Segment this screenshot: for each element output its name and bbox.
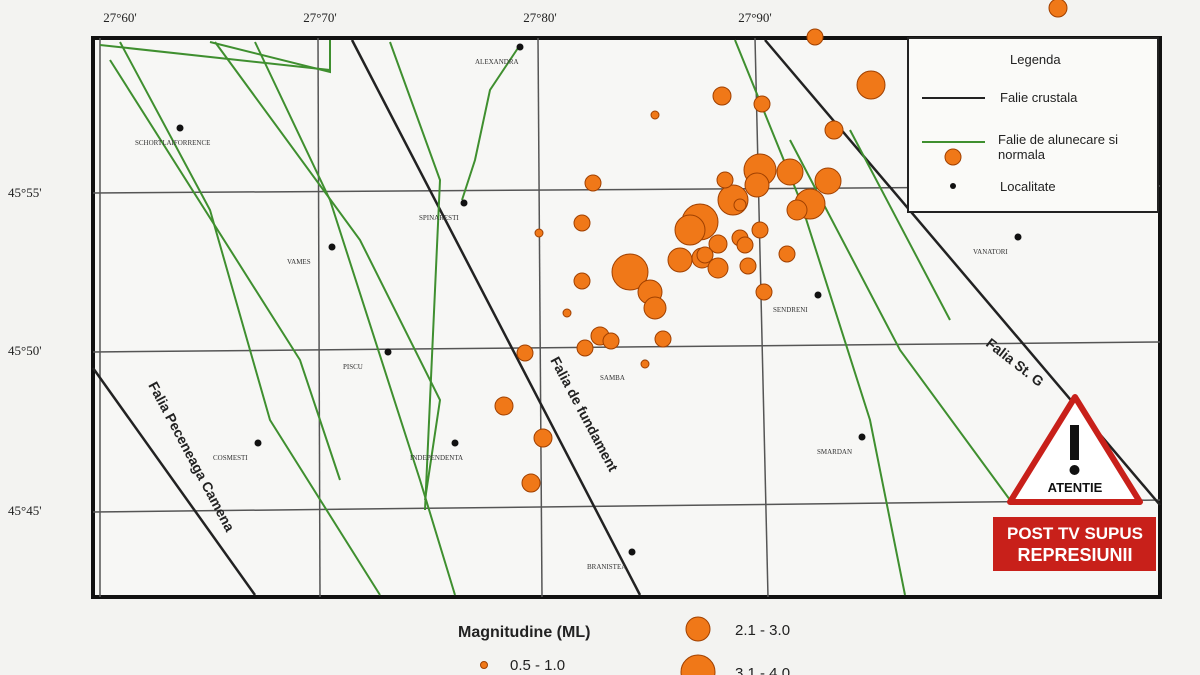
badge-warning: ATENTIE [1048,480,1103,495]
legend-item: Falie crustala [1000,90,1078,105]
earthquake [611,253,649,291]
earthquake [753,95,771,113]
earthquake [654,330,672,348]
earthquake [650,110,660,120]
lat-label: 45°50' [8,343,42,358]
lat-label: 45°55' [8,185,42,200]
earthquake [584,174,602,192]
legend-item: Localitate [1000,179,1056,194]
lon-label: 27°90' [738,10,772,25]
town-dot [460,199,468,207]
earthquake [744,172,770,198]
town-label: SCHORTLAIFORRENCE [135,139,210,147]
town-dot [1014,233,1022,241]
town-dot [451,439,459,447]
earthquake [778,245,796,263]
lon-label: 27°60' [103,10,137,25]
earthquake [755,283,773,301]
town-label: ALEXANDRA [475,58,519,66]
earthquake [674,214,706,246]
town-dot [516,43,524,51]
legend-box: Legenda Falie crustala Falie de alunecar… [907,37,1159,213]
earthquake [776,158,804,186]
mag-symbol [685,616,711,642]
earthquake [521,473,541,493]
earthquake [533,428,553,448]
earthquake [576,339,594,357]
town-dot [176,124,184,132]
lat-label: 45°45' [8,503,42,518]
town-dot [814,291,822,299]
earthquake [696,246,714,264]
earthquake [708,234,728,254]
earthquake [534,228,544,238]
earthquake [562,308,572,318]
town-label: BRANISTEA [587,563,626,571]
earthquake [716,171,734,189]
mag-class: 0.5 - 1.0 [510,657,565,674]
graticule [92,37,1161,598]
mag-symbol [480,661,488,669]
earthquake [806,28,824,46]
mag-class: 2.1 - 3.0 [735,622,790,639]
legend-item: Falie de alunecare si normala [998,132,1118,162]
normal-faults [99,39,1011,596]
town-dot [384,348,392,356]
earthquake [643,296,667,320]
earthquake [640,359,650,369]
legend-item-wrap: Falie de alunecare si normala [998,132,1118,162]
town-dot [254,439,262,447]
town-label: SENDRENI [773,306,808,314]
earthquake [573,272,591,290]
town-label: VANATORI [973,248,1008,256]
earthquake [824,120,844,140]
lon-label: 27°80' [523,10,557,25]
earthquake [707,257,729,279]
town-label: PISCU [343,363,363,371]
town-dot [328,243,336,251]
earthquake [751,221,769,239]
earthquake [733,198,747,212]
legend-title: Legenda [1010,52,1061,67]
magnitude-legend-title: Magnitudine (ML) [458,624,590,641]
earthquake [667,247,693,273]
earthquake [736,236,754,254]
town-label: SPINARESTI [419,214,459,222]
earthquake [856,70,886,100]
town-label: SMARDAN [817,448,852,456]
earthquake [814,167,842,195]
town-dot [628,548,636,556]
mag-class: 3.1 - 4.0 [735,665,790,675]
badge-line: REPRESIUNII [1017,545,1132,565]
earthquake [786,199,808,221]
earthquake [573,214,591,232]
earthquake [712,86,732,106]
town-label: VAMES [287,258,311,266]
town-label: COSMESTI [213,454,248,462]
earthquake [602,332,620,350]
town-label: INDEPENDENTA [410,454,463,462]
town-label: SAMBA [600,374,625,382]
earthquake [516,344,534,362]
warning-badge: ATENTIE POST TV SUPUS REPRESIUNII [993,394,1156,571]
earthquake [739,257,757,275]
earthquake [494,396,514,416]
earthquake [1048,0,1068,18]
lon-label: 27°70' [303,10,337,25]
mag-symbol [680,654,716,675]
town-dot [858,433,866,441]
badge-line: POST TV SUPUS [1007,524,1143,543]
